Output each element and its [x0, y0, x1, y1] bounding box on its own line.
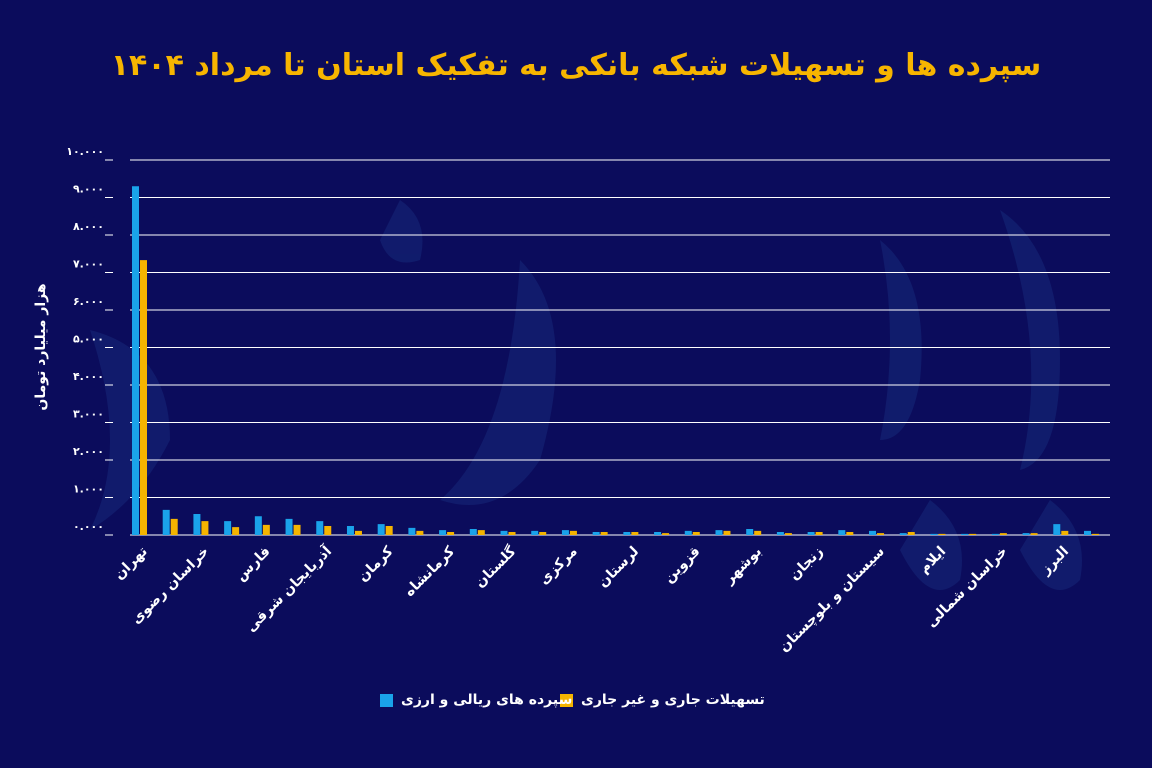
bar-loans	[600, 532, 608, 535]
bar-deposits	[715, 530, 723, 535]
bar-loans	[815, 532, 823, 535]
bar-loans	[262, 524, 270, 535]
bar-loans	[569, 530, 577, 535]
bar-loans	[170, 518, 178, 535]
x-tick-label: قزوین	[661, 544, 704, 587]
bar-deposits	[1022, 533, 1030, 535]
bar-loans	[354, 530, 362, 535]
bar-deposits	[132, 186, 139, 535]
bar-loans	[969, 533, 977, 535]
bar-loans	[999, 533, 1007, 535]
bar-loans	[938, 533, 946, 535]
bar-deposits	[746, 529, 754, 535]
y-tick-label: ۱۰.۰۰۰	[66, 145, 104, 158]
bar-deposits	[838, 530, 846, 535]
bar-deposits	[869, 530, 877, 535]
bar-deposits	[162, 509, 170, 535]
bar-deposits	[991, 533, 999, 535]
y-tick-label: ۹.۰۰۰	[73, 183, 104, 196]
bar-deposits	[439, 530, 447, 535]
x-tick-label: لرستان	[595, 544, 642, 591]
bar-deposits	[316, 521, 324, 535]
bar-deposits	[561, 530, 569, 535]
bar-loans	[232, 527, 240, 535]
bar-deposits	[899, 533, 907, 535]
y-axis-label: هزار میلیارد تومان	[33, 283, 49, 410]
bar-loans	[416, 530, 424, 535]
bar-loans	[723, 530, 731, 535]
bar-loans	[201, 521, 209, 535]
bar-deposits	[254, 516, 262, 535]
bar-loans	[662, 533, 670, 535]
bar-deposits	[408, 527, 416, 535]
y-tick-label: ۸.۰۰۰	[73, 220, 104, 233]
bar-loans	[324, 526, 332, 535]
chart-title: سپرده ها و تسهیلات شبکه بانکی به تفکیک ا…	[110, 48, 1042, 83]
bar-deposits	[961, 533, 969, 535]
bar-deposits	[531, 530, 539, 535]
bar-deposits	[684, 530, 692, 535]
x-tick-label: کرمان	[355, 543, 397, 585]
legend-item-deposits: سپرده های ریالی و ارزی	[380, 692, 572, 708]
bar-deposits	[654, 532, 662, 535]
x-tick-label: زنجان	[786, 544, 826, 584]
y-tick-label: ۱.۰۰۰	[73, 483, 104, 496]
bar-loans	[754, 530, 762, 535]
bar-loans	[877, 533, 885, 535]
y-tick-label: ۶.۰۰۰	[73, 295, 104, 308]
bar-deposits	[776, 532, 784, 535]
bar-loans	[539, 532, 547, 535]
legend-label-loans: تسهیلات جاری و غیر جاری	[581, 692, 765, 708]
legend-label-deposits: سپرده های ریالی و ارزی	[401, 692, 573, 708]
bar-deposits	[285, 518, 293, 535]
y-tick-label: ۲.۰۰۰	[73, 445, 104, 458]
bar-loans	[293, 524, 301, 535]
bar-loans	[1030, 533, 1038, 535]
bar-deposits	[224, 521, 232, 535]
bar-loans	[907, 532, 915, 535]
bar-loans	[477, 530, 485, 535]
y-tick-label: ۷.۰۰۰	[73, 258, 104, 271]
bar-loans	[1061, 530, 1069, 535]
bar-loans	[447, 532, 455, 535]
bar-deposits	[469, 529, 477, 535]
bar-loans	[692, 532, 700, 535]
bar-deposits	[807, 532, 815, 535]
bar-loans	[385, 526, 393, 535]
legend-item-loans: تسهیلات جاری و غیر جاری	[560, 692, 765, 708]
y-tick-label: ۳.۰۰۰	[73, 408, 104, 421]
x-tick-label: تهران	[111, 544, 151, 584]
x-tick-label: البرز	[1037, 544, 1072, 579]
x-tick-label: فارس	[233, 544, 274, 585]
x-tick-label: کرمانشاه	[401, 543, 458, 600]
bar-deposits	[500, 530, 508, 535]
y-tick-label: ۴.۰۰۰	[73, 370, 104, 383]
bar-deposits	[193, 514, 201, 535]
x-tick-label: گلستان	[471, 542, 520, 591]
y-tick-label: ۰.۰۰۰	[73, 520, 104, 533]
bar-deposits	[930, 533, 938, 535]
x-tick-label: مرکزی	[536, 544, 581, 589]
x-tick-label: سیستان و بلوچستان	[776, 544, 888, 656]
bar-loans	[140, 260, 147, 535]
bar-deposits	[1084, 530, 1091, 535]
x-tick-label: بوشهر	[721, 544, 765, 588]
bar-loans	[846, 532, 854, 535]
legend-swatch-deposits	[380, 693, 393, 707]
bar-deposits	[623, 532, 631, 535]
bar-loans	[631, 532, 639, 535]
bar-deposits	[1053, 524, 1061, 535]
bar-deposits	[592, 532, 600, 535]
bar-deposits	[346, 526, 354, 535]
x-tick-label: ایلام	[916, 544, 949, 577]
bar-loans	[784, 533, 792, 535]
bar-loans	[1092, 533, 1099, 535]
bar-loans	[508, 532, 516, 535]
y-tick-label: ۵.۰۰۰	[73, 333, 104, 346]
bar-deposits	[377, 524, 385, 535]
legend-swatch-loans	[560, 693, 573, 707]
